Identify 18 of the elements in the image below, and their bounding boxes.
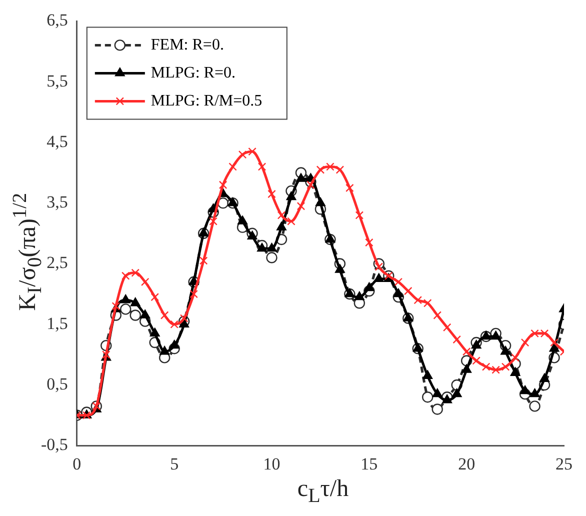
legend-label: MLPG: R=0. [150,64,236,82]
y-tick-label: 4,5 [46,132,68,151]
y-tick-label: 2,5 [46,253,68,272]
y-tick-label: 3,5 [46,192,68,212]
legend-label: FEM: R=0. [150,36,224,54]
x-tick-label: 15 [360,454,378,474]
y-tick-label: 1,5 [46,314,68,333]
y-tick-label: 6,5 [46,10,68,30]
y-tick-label: 0,5 [46,374,68,394]
y-tick-label: -0,5 [40,435,68,454]
x-tick-label: 5 [170,454,179,474]
x-tick-label: 25 [556,454,572,474]
y-tick-label: 5,5 [46,71,68,90]
x-tick-label: 20 [458,454,476,474]
x-tick-label: 10 [263,454,280,474]
x-axis-title: c$_{L}$τ/h [296,476,350,508]
legend-label: MLPG: R/M=0.5 [150,92,262,110]
x-tick-label: 0 [72,454,82,474]
